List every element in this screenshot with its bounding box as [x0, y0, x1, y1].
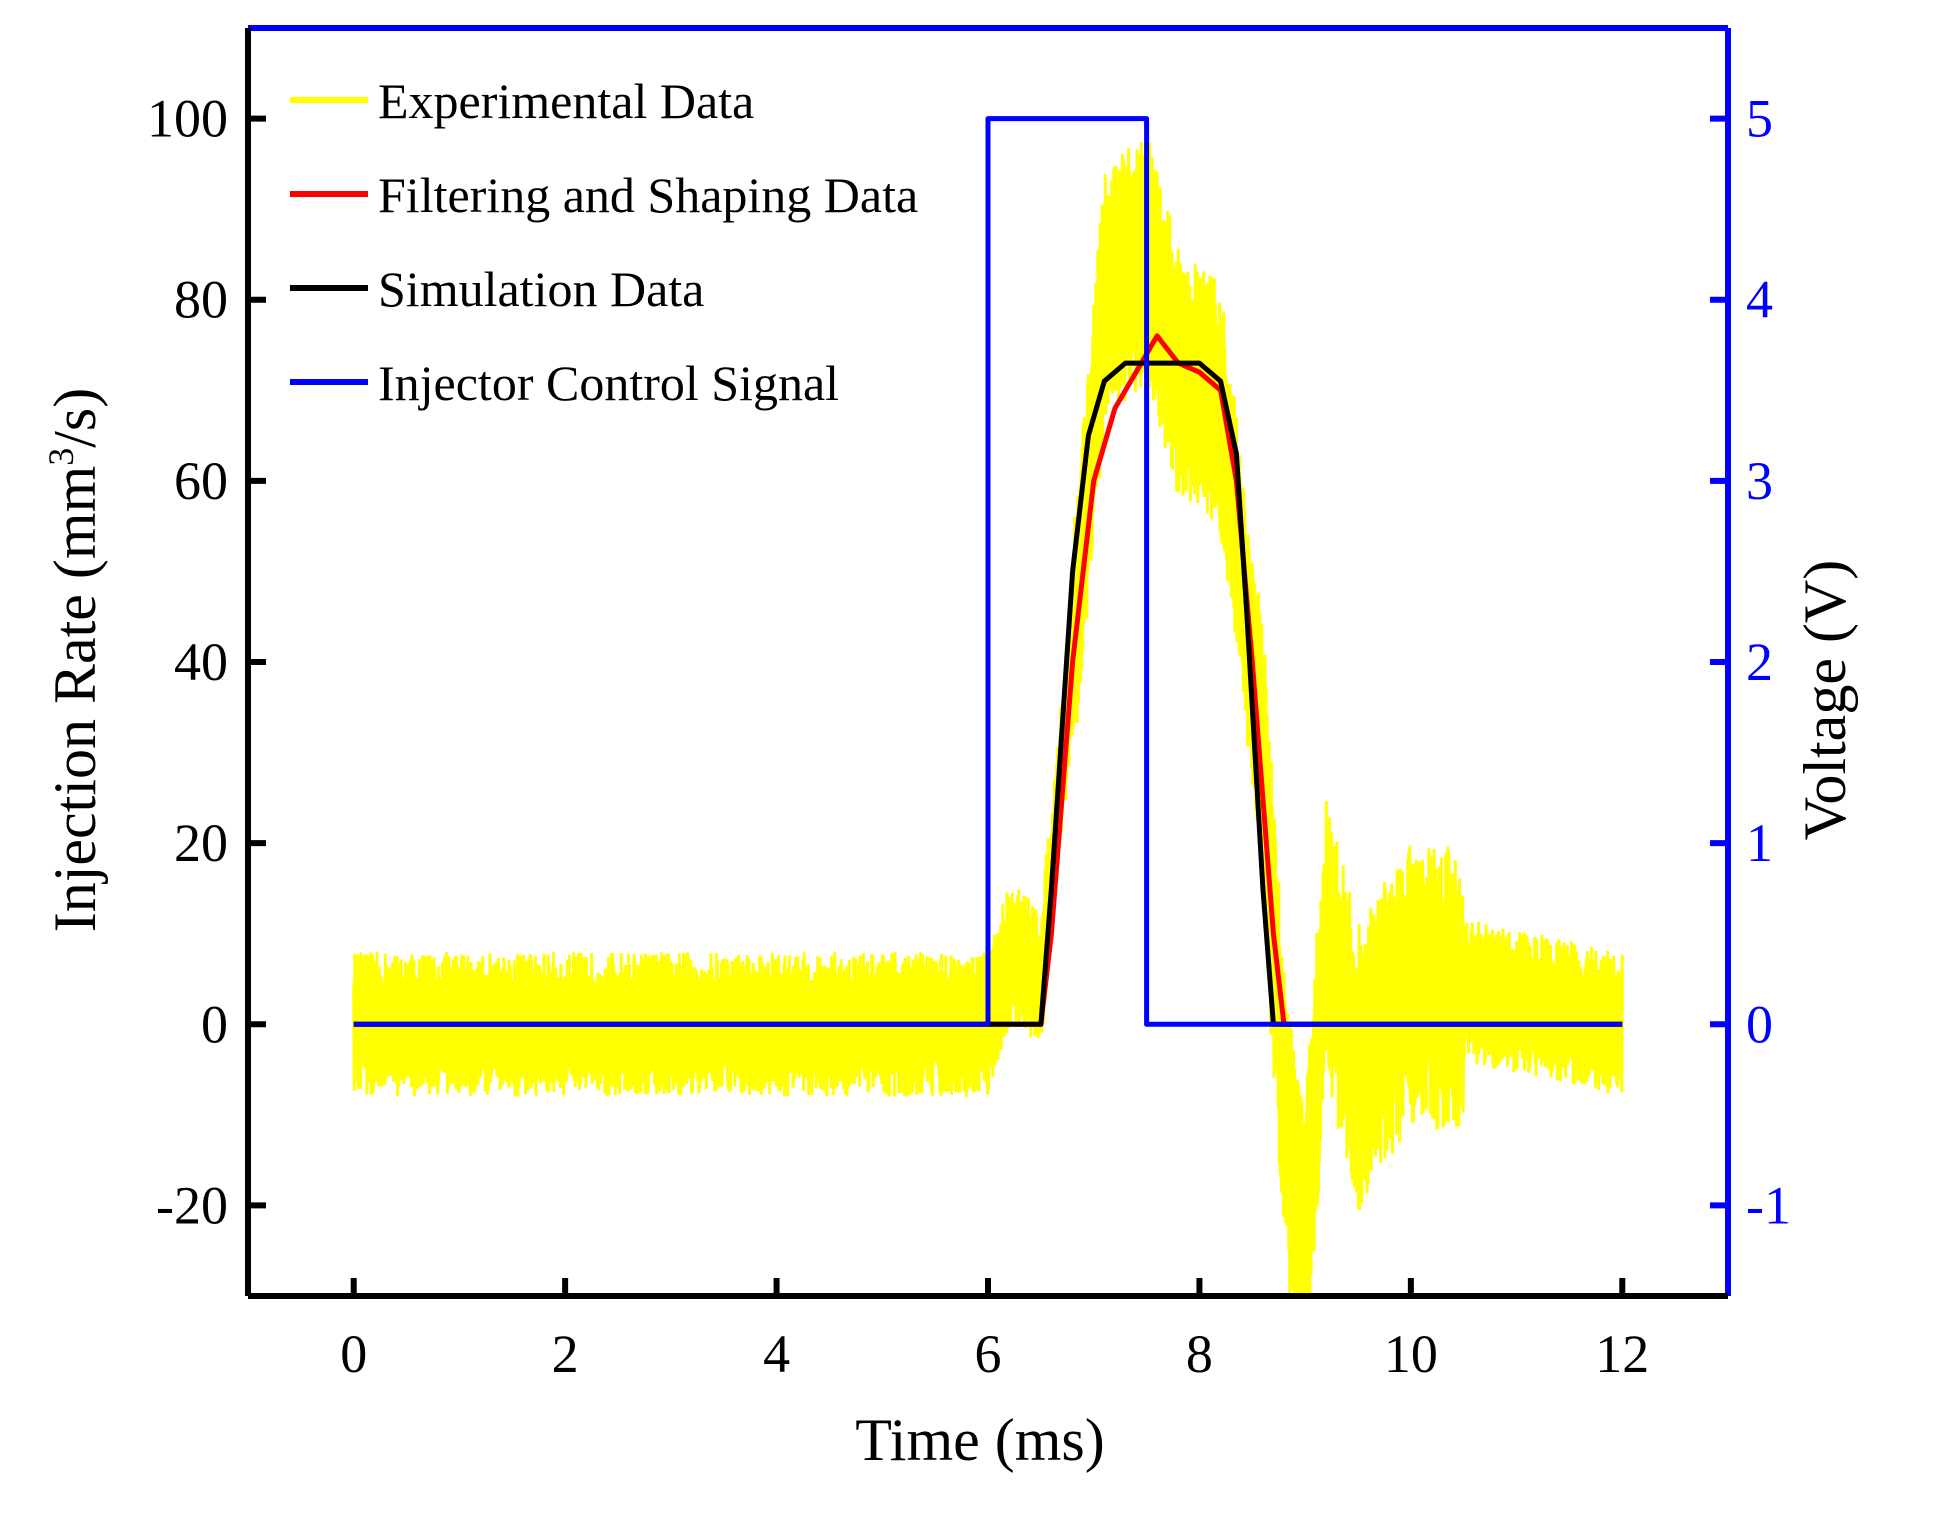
- y-right-tick-label: 4: [1746, 270, 1773, 330]
- y-right-tick-label: 1: [1746, 813, 1773, 873]
- x-tick-label: 2: [552, 1324, 579, 1384]
- legend: Experimental Data Filtering and Shaping D…: [290, 73, 918, 411]
- y-right-tick-label: 0: [1746, 994, 1773, 1054]
- series-layer: [352, 116, 1624, 1296]
- x-tick-label: 0: [340, 1324, 367, 1384]
- y-axis-left-title: Injection Rate (mm3/s): [41, 388, 108, 933]
- y-right-tick-label: 2: [1746, 632, 1773, 692]
- series-line-filtering-and-shaping-data: [353, 333, 1623, 1027]
- x-tick-label: 10: [1384, 1324, 1438, 1384]
- y-left-tick-label: 100: [147, 89, 228, 149]
- y-left-tick-label: 0: [201, 994, 228, 1054]
- series-line-injector-control-signal: [353, 116, 1623, 1027]
- x-tick-label: 6: [975, 1324, 1002, 1384]
- y-right-tick-label: -1: [1746, 1175, 1791, 1235]
- y-left-tick-label: 60: [174, 451, 228, 511]
- y-right-tick-label: 5: [1746, 89, 1773, 149]
- y-right-tick-label: 3: [1746, 451, 1773, 511]
- x-tick-label: 8: [1186, 1324, 1213, 1384]
- y-axis-left-title-prefix: Injection Rate (mm: [42, 466, 108, 933]
- y-left-tick-label: 80: [174, 270, 228, 330]
- legend-label: Simulation Data: [378, 261, 704, 317]
- y-left-tick-label: 40: [174, 632, 228, 692]
- x-axis-title: Time (ms): [855, 1407, 1105, 1473]
- x-tick-label: 12: [1595, 1324, 1649, 1384]
- x-tick-label: 4: [763, 1324, 790, 1384]
- y-axis-left-title-suffix: /s): [42, 388, 108, 448]
- y-left-tick-label: 20: [174, 813, 228, 873]
- legend-label: Experimental Data: [378, 73, 754, 129]
- y-axis-right-title: Voltage (V): [1792, 560, 1858, 841]
- series-line-simulation-data: [353, 360, 1623, 1027]
- y-left-tick-label: -20: [156, 1175, 228, 1235]
- legend-label: Injector Control Signal: [378, 355, 839, 411]
- y-axis-left-title-superscript: 3: [41, 448, 81, 466]
- legend-label: Filtering and Shaping Data: [378, 167, 918, 223]
